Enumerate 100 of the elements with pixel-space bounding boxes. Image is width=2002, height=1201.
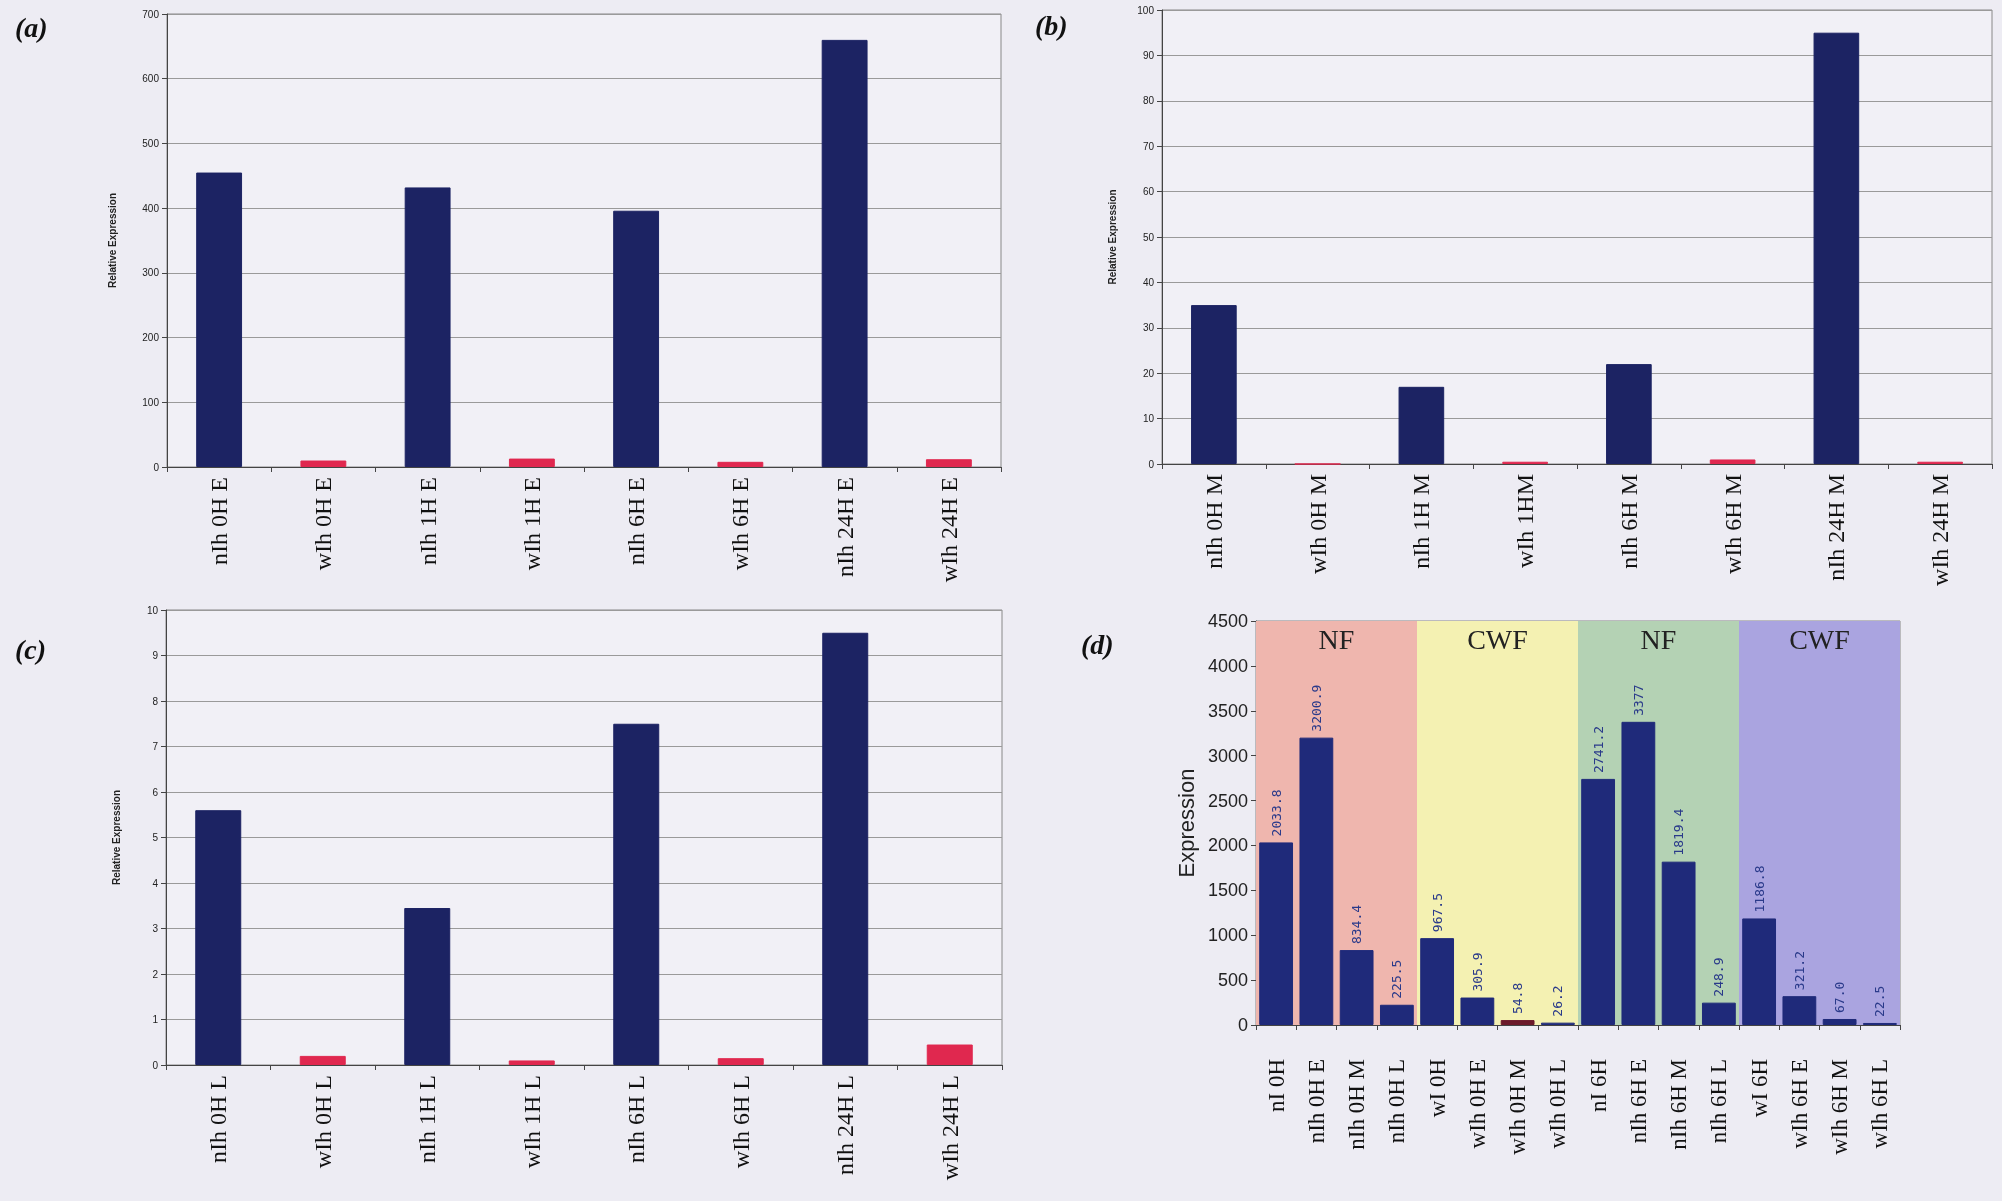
bar xyxy=(1709,459,1756,464)
y-tick-label: 0 xyxy=(1148,458,1155,470)
bar xyxy=(404,908,451,1065)
bar xyxy=(1420,938,1455,1025)
x-tick-label: wIh 6H M xyxy=(1719,474,1746,574)
data-label: 225.5 xyxy=(1389,959,1405,999)
bar xyxy=(195,810,242,1065)
x-tick-label: nIh 0H M xyxy=(1200,474,1227,569)
bar xyxy=(1339,950,1374,1025)
band-label: NF xyxy=(1640,623,1677,655)
y-tick-label: 300 xyxy=(142,267,160,279)
y-tick-label: 10 xyxy=(146,604,159,616)
data-label: 67.0 xyxy=(1832,981,1848,1013)
y-tick-label: 8 xyxy=(152,695,159,707)
x-tick-label: wIh 6H E xyxy=(727,477,754,571)
y-axis-title: Expression xyxy=(1173,768,1199,878)
y-tick-label: 0 xyxy=(1237,1015,1248,1035)
y-tick-label: 1500 xyxy=(1207,880,1248,901)
y-tick-label: 5 xyxy=(152,832,159,843)
x-tick-label: nIh 1H E xyxy=(414,477,441,565)
band-label: CWF xyxy=(1789,623,1850,655)
y-tick-label: 600 xyxy=(142,73,160,85)
x-tick-label: nIh 0H L xyxy=(205,1075,232,1163)
x-tick-label: nIh 6H E xyxy=(623,477,650,565)
bar xyxy=(926,1044,973,1065)
bar xyxy=(717,1058,764,1065)
x-tick-label: wI 0H xyxy=(1424,1059,1450,1118)
bar xyxy=(299,1055,346,1065)
bar xyxy=(1460,997,1495,1025)
x-tick-label: wIh 0H M xyxy=(1505,1059,1531,1155)
y-tick-label: 1 xyxy=(152,1014,159,1025)
x-tick-label: wIh 6H L xyxy=(1867,1059,1893,1149)
data-label: 1186.8 xyxy=(1751,865,1767,913)
bar xyxy=(1299,737,1334,1025)
bar xyxy=(1822,1018,1857,1025)
band-label: NF xyxy=(1318,623,1355,655)
chart-title: (d) xyxy=(1081,628,1114,660)
y-tick-label: 20 xyxy=(1142,367,1155,379)
x-tick-label: wIh 1H L xyxy=(518,1075,545,1169)
data-label: 22.5 xyxy=(1872,985,1888,1017)
y-tick-label: 70 xyxy=(1142,140,1155,152)
bar xyxy=(1191,305,1237,464)
y-tick-label: 2 xyxy=(152,968,159,980)
x-tick-label: nIh 6H L xyxy=(623,1075,650,1163)
bar xyxy=(1782,996,1817,1025)
bar xyxy=(1742,918,1777,1025)
bar xyxy=(613,210,660,467)
bar xyxy=(508,1060,555,1065)
bar xyxy=(1500,1020,1535,1025)
text: (c) xyxy=(15,633,47,665)
bar xyxy=(1581,778,1616,1025)
data-label: 1819.4 xyxy=(1671,808,1687,856)
x-tick-label: wIh 1HM xyxy=(1512,474,1539,568)
x-tick-label: nIh 0H E xyxy=(1303,1059,1329,1144)
y-tick-label: 700 xyxy=(142,8,160,20)
x-tick-label: wIh 24H E xyxy=(935,477,962,583)
x-tick-label: nIh 1H L xyxy=(414,1075,441,1163)
x-tick-label: wIh 24H M xyxy=(1927,474,1954,586)
data-label: 248.9 xyxy=(1711,957,1727,997)
data-label: 3377 xyxy=(1630,684,1646,716)
x-tick-label: wIh 6H L xyxy=(727,1075,754,1169)
data-label: 834.4 xyxy=(1349,904,1365,945)
x-tick-label: wIh 6H E xyxy=(1786,1059,1812,1149)
y-tick-label: 4500 xyxy=(1207,611,1248,631)
y-tick-label: 90 xyxy=(1142,49,1155,61)
y-tick-label: 1000 xyxy=(1207,925,1248,946)
y-tick-label: 3 xyxy=(152,923,159,934)
bar xyxy=(717,461,764,467)
y-tick-label: 9 xyxy=(152,650,159,661)
x-tick-label: wI 6H xyxy=(1746,1059,1772,1118)
bar xyxy=(1379,1004,1414,1025)
data-label: 2741.2 xyxy=(1590,725,1606,773)
x-tick-label: nIh 6H M xyxy=(1666,1059,1692,1150)
data-label: 967.5 xyxy=(1429,893,1445,933)
x-tick-label: nI 6H xyxy=(1585,1059,1611,1113)
y-tick-label: 100 xyxy=(142,396,160,408)
bar xyxy=(300,460,347,467)
x-tick-label: wIh 6H M xyxy=(1827,1059,1853,1155)
bar xyxy=(821,39,868,467)
data-label: 321.2 xyxy=(1791,951,1807,991)
y-tick-label: 500 xyxy=(1217,970,1248,991)
data-label: 305.9 xyxy=(1469,952,1485,992)
bar xyxy=(613,723,660,1065)
data-label: 54.8 xyxy=(1510,982,1526,1015)
x-tick-label: nIh 0H M xyxy=(1344,1059,1370,1150)
y-tick-label: 2500 xyxy=(1207,790,1248,811)
y-tick-label: 4 xyxy=(152,877,159,889)
y-tick-label: 6 xyxy=(152,786,159,798)
y-tick-label: 30 xyxy=(1142,322,1155,334)
bar xyxy=(1661,861,1696,1025)
bar xyxy=(1813,32,1860,464)
x-tick-label: nIh 6H L xyxy=(1706,1059,1732,1144)
y-tick-label: 0 xyxy=(152,1059,159,1071)
x-tick-label: wIh 1H E xyxy=(518,477,545,571)
x-tick-label: nIh 6H E xyxy=(1625,1059,1651,1144)
data-label: 3200.9 xyxy=(1308,684,1324,732)
y-tick-label: 3500 xyxy=(1207,700,1248,721)
bar xyxy=(1259,842,1294,1025)
bar xyxy=(1621,721,1656,1025)
x-tick-label: nIh 1H M xyxy=(1408,474,1435,569)
